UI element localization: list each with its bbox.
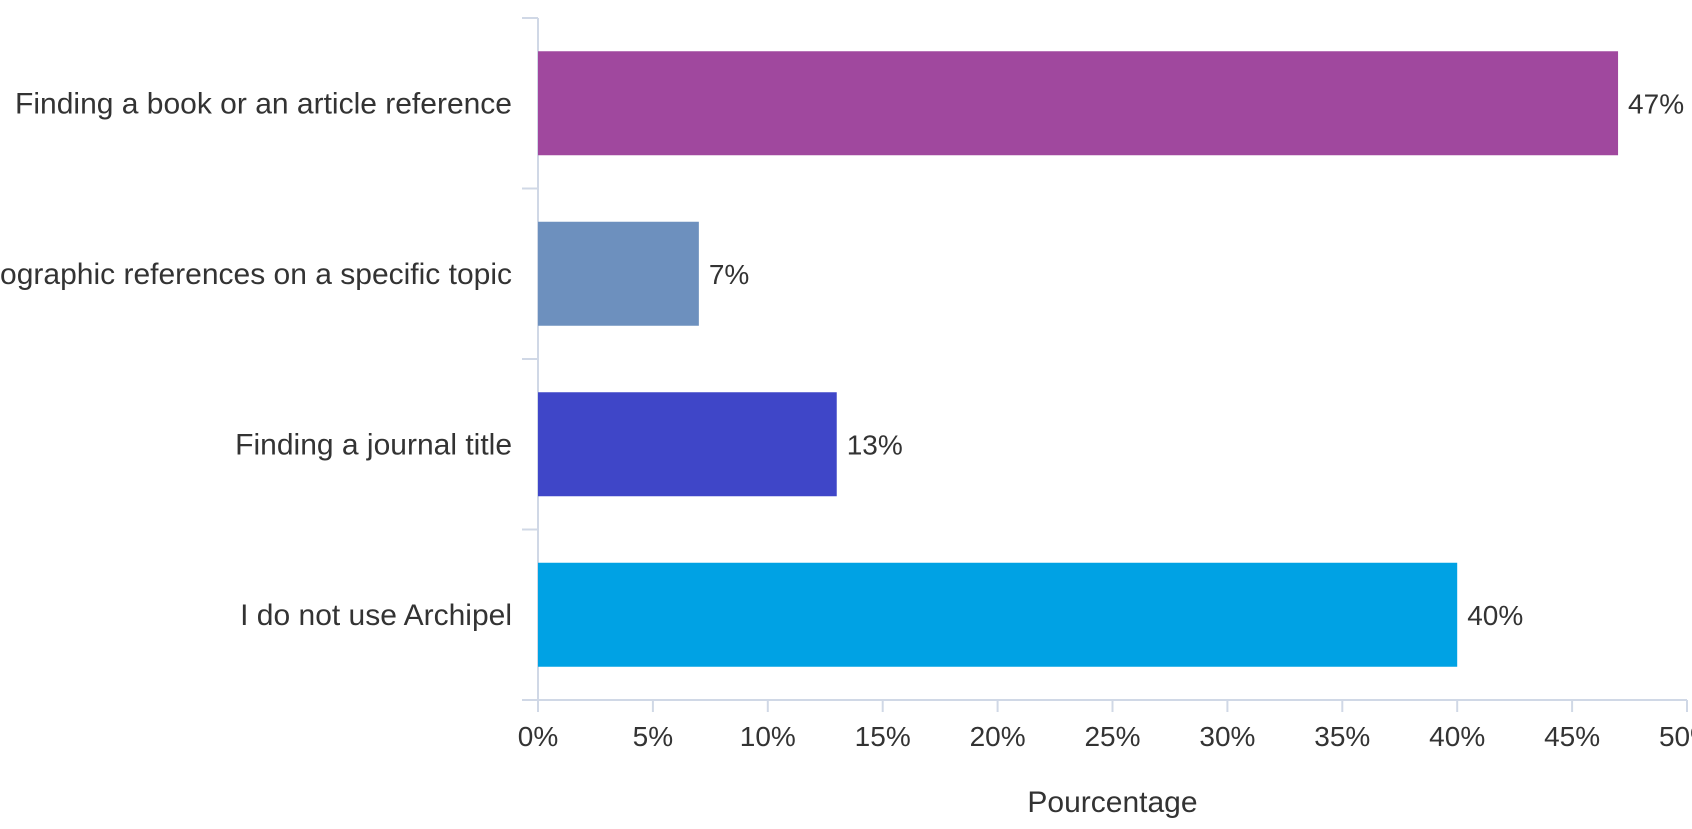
x-tick-label: 10%	[740, 721, 796, 752]
bars	[538, 51, 1619, 667]
x-tick-label: 25%	[1084, 721, 1140, 752]
x-tick-label: 40%	[1429, 721, 1485, 752]
x-tick-label: 5%	[633, 721, 673, 752]
bar	[538, 51, 1619, 156]
data-label: 47%	[1628, 88, 1684, 119]
x-tick-label: 20%	[970, 721, 1026, 752]
x-tick-label: 0%	[518, 721, 558, 752]
bar	[538, 392, 837, 497]
bar	[538, 562, 1458, 667]
x-axis-title: Pourcentage	[1027, 786, 1197, 819]
data-label: 7%	[709, 259, 749, 290]
x-tick-label: 45%	[1544, 721, 1600, 752]
x-tick-label: 35%	[1314, 721, 1370, 752]
x-tick-label: 15%	[855, 721, 911, 752]
data-label: 40%	[1467, 600, 1523, 631]
category-label: Finding bibliographic references on a sp…	[0, 258, 512, 291]
bar	[538, 221, 699, 326]
data-label: 13%	[847, 429, 903, 460]
category-label: Finding a book or an article reference	[15, 87, 512, 120]
labels: 0% 5% 10% 15% 20% 25% 30% 35% 40% 45% 50% Finding a…	[0, 87, 1692, 752]
x-tick-label: 50%	[1659, 721, 1692, 752]
category-label: Finding a journal title	[235, 428, 512, 461]
x-tick-label: 30%	[1199, 721, 1255, 752]
category-label: I do not use Archipel	[240, 599, 512, 632]
